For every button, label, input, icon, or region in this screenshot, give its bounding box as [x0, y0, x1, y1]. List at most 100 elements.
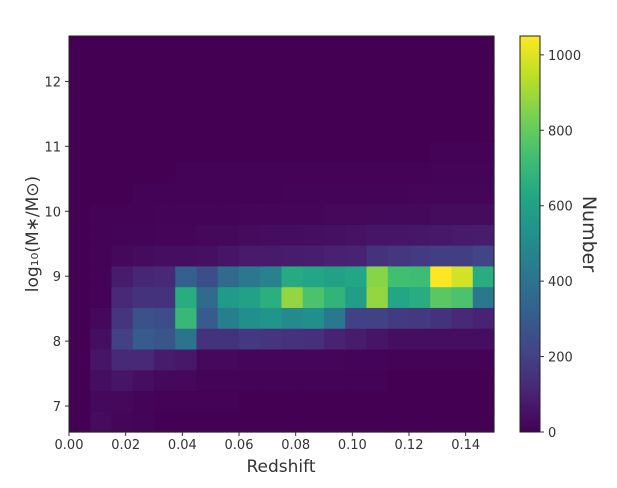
heatmap-cell: [111, 245, 134, 267]
heatmap-cell: [345, 78, 368, 101]
heatmap-cell: [281, 36, 304, 59]
heatmap-cell: [430, 286, 453, 308]
heatmap-cell: [154, 328, 176, 350]
y-axis-label: log₁₀(M∗/M⊙): [23, 176, 43, 292]
heatmap-cell: [132, 307, 155, 329]
heatmap-cell: [387, 182, 410, 205]
heatmap-cell: [430, 58, 453, 80]
heatmap-cell: [387, 348, 410, 371]
heatmap-cell: [69, 78, 91, 101]
heatmap-cell: [281, 265, 304, 288]
y-axis-ticks: 7 8 9 10 11 12: [44, 75, 69, 415]
heatmap-cell: [324, 286, 346, 308]
heatmap-cell: [366, 58, 389, 80]
heatmap-cell: [302, 58, 325, 80]
heatmap-cell: [196, 265, 219, 288]
heatmap-cell: [345, 58, 368, 80]
heatmap-cell: [154, 224, 176, 246]
heatmap-cell: [409, 369, 431, 392]
heatmap-cell: [366, 182, 389, 205]
heatmap-cell: [154, 58, 176, 80]
heatmap-cell: [90, 328, 113, 350]
heatmap-cell: [196, 99, 219, 121]
heatmap-cell: [260, 78, 283, 101]
heatmap-cell: [409, 307, 431, 329]
heatmap-cell: [69, 328, 91, 350]
heatmap-cell: [90, 307, 113, 329]
heatmap-cell: [472, 224, 495, 246]
heatmap-cell: [69, 182, 91, 205]
heatmap-cell: [281, 78, 304, 101]
heatmap-cell: [154, 245, 176, 267]
heatmap-cell: [196, 307, 219, 329]
heatmap-cell: [260, 328, 283, 350]
heatmap-cell: [175, 161, 198, 184]
heatmap-cell: [324, 307, 346, 329]
heatmap-cell: [69, 348, 91, 371]
heatmap-cell: [281, 245, 304, 267]
heatmap-cell: [387, 286, 410, 308]
heatmap-cell: [90, 224, 113, 246]
heatmap-cell: [387, 120, 410, 142]
heatmap-cell: [281, 411, 304, 433]
heatmap-cell: [324, 328, 346, 350]
x-axis-label: Redshift: [246, 457, 315, 477]
heatmap-cell: [111, 265, 134, 288]
heatmap-cell: [111, 141, 134, 163]
heatmap-cell: [366, 348, 389, 371]
heatmap-cell: [196, 203, 219, 225]
heatmap-cell: [90, 265, 113, 288]
heatmap-cell: [451, 141, 474, 163]
heatmap-cell: [451, 161, 474, 184]
heatmap-cell: [366, 328, 389, 350]
heatmap-cell: [324, 99, 346, 121]
heatmap-cell: [111, 182, 134, 205]
heatmap-cell: [154, 203, 176, 225]
heatmap-cell: [345, 328, 368, 350]
heatmap-cell: [472, 369, 495, 392]
heatmap-cell: [430, 203, 453, 225]
colorbar-ticks: 0 200 400 600 800 1000: [540, 49, 581, 441]
heatmap-cell: [366, 369, 389, 392]
heatmap-cell: [409, 78, 431, 101]
heatmap-cell: [175, 390, 198, 412]
heatmap-cells: [69, 36, 495, 433]
heatmap-cell: [302, 78, 325, 101]
heatmap-cell: [69, 161, 91, 184]
heatmap-cell: [324, 369, 346, 392]
heatmap-cell: [69, 369, 91, 392]
heatmap-cell: [69, 265, 91, 288]
heatmap-cell: [260, 99, 283, 121]
heatmap-cell: [154, 161, 176, 184]
heatmap-cell: [132, 58, 155, 80]
heatmap-cell: [217, 286, 240, 308]
heatmap-cell: [345, 307, 368, 329]
heatmap-cell: [302, 245, 325, 267]
heatmap-cell: [217, 328, 240, 350]
heatmap-cell: [281, 286, 304, 308]
heatmap-cell: [324, 411, 346, 433]
heatmap-cell: [239, 120, 261, 142]
heatmap-cell: [387, 307, 410, 329]
heatmap-cell: [451, 286, 474, 308]
heatmap-cell: [154, 141, 176, 163]
heatmap-cell: [175, 328, 198, 350]
heatmap-cell: [472, 286, 495, 308]
heatmap-cell: [409, 58, 431, 80]
heatmap-cell: [451, 58, 474, 80]
heatmap-cell: [472, 141, 495, 163]
heatmap-cell: [154, 369, 176, 392]
heatmap-cell: [111, 328, 134, 350]
heatmap-cell: [472, 78, 495, 101]
heatmap-cell: [154, 348, 176, 371]
heatmap-cell: [90, 182, 113, 205]
heatmap-cell: [260, 141, 283, 163]
heatmap-cell: [345, 286, 368, 308]
heatmap-cell: [132, 161, 155, 184]
heatmap-cell: [111, 58, 134, 80]
x-tick-label: 0.04: [168, 438, 197, 453]
heatmap-cell: [472, 161, 495, 184]
heatmap-cell: [90, 203, 113, 225]
heatmap-cell: [132, 224, 155, 246]
